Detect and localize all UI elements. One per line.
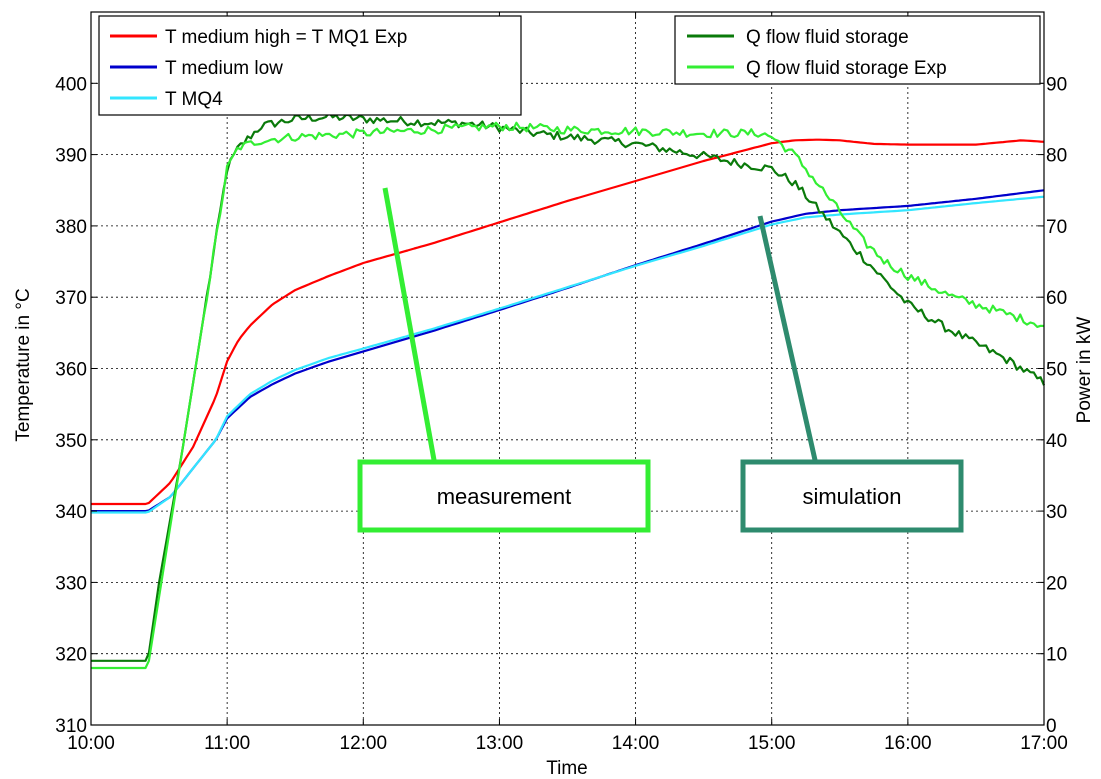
y-tick-label-right: 0 (1046, 716, 1057, 737)
y-tick-label-right: 80 (1046, 146, 1067, 167)
y-tick-label-left: 390 (55, 146, 87, 167)
x-tick-label: 12:00 (340, 733, 388, 754)
annotation-simulation: simulation (740, 215, 964, 533)
y-tick-label-right: 50 (1046, 360, 1067, 381)
legend-right: Q flow fluid storage Q flow fluid storag… (674, 15, 1041, 85)
y-axis-title-left: Temperature in °C (13, 288, 34, 441)
x-axis-title: Time (546, 758, 588, 779)
x-tick-label: 11:00 (204, 733, 250, 754)
y-tick-label-left: 320 (55, 645, 87, 666)
grid-layer (91, 12, 1044, 725)
series-layer (91, 111, 1046, 670)
x-tick-label: 17:00 (1020, 733, 1068, 754)
series-line-0 (91, 138, 1045, 506)
x-tick-label: 13:00 (476, 733, 524, 754)
y-tick-label-left: 370 (55, 288, 87, 309)
y-tick-label-left: 400 (55, 74, 87, 95)
annotation-measurement-label: measurement (437, 484, 572, 509)
annotation-measurement: measurement (357, 187, 651, 533)
y-tick-label-left: 340 (55, 502, 87, 523)
y-tick-label-left: 380 (55, 217, 87, 238)
annotation-simulation-box (740, 459, 964, 533)
y-tick-label-right: 40 (1046, 431, 1067, 452)
y-tick-label-left: 350 (55, 431, 87, 452)
x-tick-label: 15:00 (748, 733, 796, 754)
x-tick-label: 16:00 (884, 733, 932, 754)
legend-label-q-flow-exp: Q flow fluid storage Exp (746, 58, 947, 79)
series-line-4 (91, 121, 1045, 670)
y-tick-label-right: 70 (1046, 217, 1067, 238)
legend-right-box (674, 15, 1041, 85)
y-tick-label-right: 20 (1046, 573, 1067, 594)
annotation-measurement-pointer (382, 187, 437, 461)
legend-left-box (98, 15, 522, 116)
series-line-3 (91, 111, 1046, 662)
series-line-2 (91, 195, 1045, 514)
y-axis-title-right: Power in kW (1074, 317, 1095, 424)
legend-label-t-mq4: T MQ4 (165, 89, 223, 110)
y-tick-label-left: 310 (55, 716, 87, 737)
y-tick-label-right: 60 (1046, 288, 1067, 309)
ticks-layer: 10:00 11:00 12:00 13:00 14:00 15:00 16:00 17:00… (55, 12, 1068, 754)
legend-label-t-medium-high: T medium high = T MQ1 Exp (165, 27, 407, 48)
legend-left: T medium high = T MQ1 Exp T medium low T… (98, 15, 522, 116)
y-tick-label-left: 360 (55, 360, 87, 381)
legend-label-q-flow: Q flow fluid storage (746, 27, 909, 48)
y-tick-label-left: 330 (55, 573, 87, 594)
annotation-measurement-box (357, 459, 651, 533)
y-tick-label-right: 90 (1046, 74, 1067, 95)
legend-label-t-medium-low: T medium low (165, 58, 283, 79)
x-tick-label: 10:00 (67, 733, 115, 754)
y-tick-label-right: 10 (1046, 645, 1067, 666)
y-tick-label-right: 30 (1046, 502, 1067, 523)
annotation-simulation-pointer (757, 215, 818, 461)
annotation-simulation-label: simulation (802, 484, 901, 509)
x-tick-label: 14:00 (612, 733, 660, 754)
